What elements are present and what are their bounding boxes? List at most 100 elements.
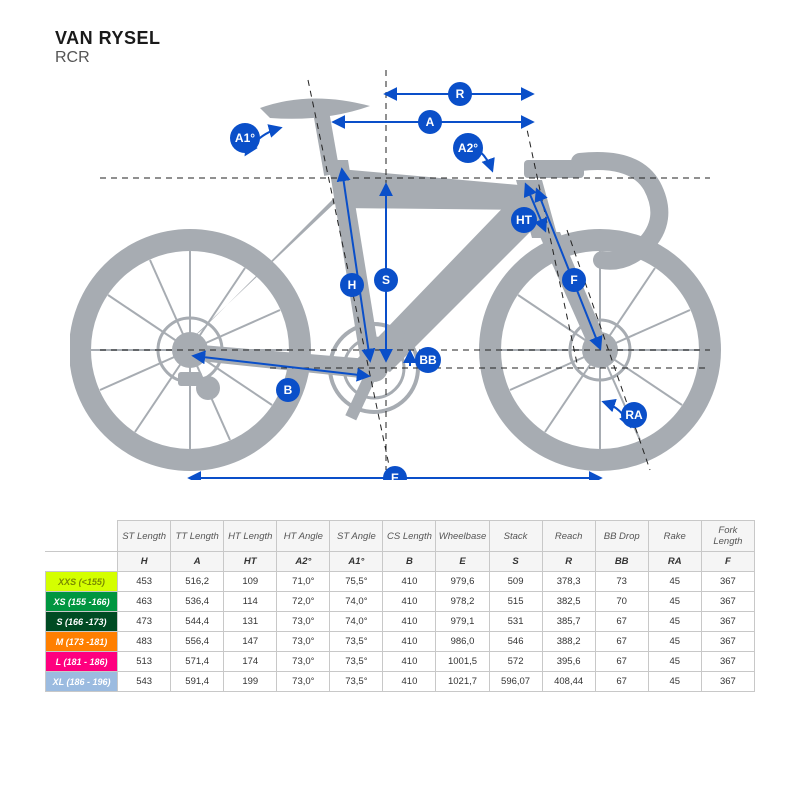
geo-cell: 453: [118, 572, 171, 592]
geo-cell: 410: [383, 652, 436, 672]
col-symbol: A2°: [277, 552, 330, 572]
svg-text:A1°: A1°: [235, 131, 255, 145]
table-row: XS (155 -166)463536,411472,0°74,0°410978…: [46, 592, 755, 612]
col-symbol: H: [118, 552, 171, 572]
geo-cell: 979,1: [436, 612, 489, 632]
col-header: CS Length: [383, 521, 436, 552]
col-header: ST Angle: [330, 521, 383, 552]
size-label: XL (186 - 196): [46, 672, 118, 692]
col-header: BB Drop: [595, 521, 648, 552]
col-symbol: HT: [224, 552, 277, 572]
geo-cell: 71,0°: [277, 572, 330, 592]
svg-text:R: R: [456, 87, 465, 101]
geo-cell: 1021,7: [436, 672, 489, 692]
geo-cell: 67: [595, 672, 648, 692]
geo-cell: 45: [648, 672, 701, 692]
geo-cell: 979,6: [436, 572, 489, 592]
svg-text:RA: RA: [625, 408, 643, 422]
geo-cell: 70: [595, 592, 648, 612]
geo-cell: 67: [595, 652, 648, 672]
geo-cell: 378,3: [542, 572, 595, 592]
geo-cell: 536,4: [171, 592, 224, 612]
geo-cell: 199: [224, 672, 277, 692]
geo-cell: 73,0°: [277, 672, 330, 692]
geo-cell: 74,0°: [330, 592, 383, 612]
col-symbol: BB: [595, 552, 648, 572]
col-header: TT Length: [171, 521, 224, 552]
geo-cell: 45: [648, 592, 701, 612]
geo-cell: 45: [648, 572, 701, 592]
geo-cell: 73,0°: [277, 652, 330, 672]
geo-cell: 67: [595, 632, 648, 652]
svg-text:A2°: A2°: [458, 141, 478, 155]
geo-cell: 114: [224, 592, 277, 612]
geo-cell: 388,2: [542, 632, 595, 652]
svg-text:A: A: [426, 115, 435, 129]
col-header: Reach: [542, 521, 595, 552]
geo-cell: 515: [489, 592, 542, 612]
geo-cell: 410: [383, 572, 436, 592]
col-symbol: S: [489, 552, 542, 572]
geo-cell: 410: [383, 612, 436, 632]
geo-cell: 596,07: [489, 672, 542, 692]
geo-cell: 546: [489, 632, 542, 652]
size-label: XS (155 -166): [46, 592, 118, 612]
geo-cell: 382,5: [542, 592, 595, 612]
col-header: HT Length: [224, 521, 277, 552]
table-row: S (166 -173)473544,413173,0°74,0°410979,…: [46, 612, 755, 632]
col-header: Stack: [489, 521, 542, 552]
geo-cell: 45: [648, 632, 701, 652]
geo-cell: 174: [224, 652, 277, 672]
geo-cell: 109: [224, 572, 277, 592]
geo-cell: 513: [118, 652, 171, 672]
size-label: XXS (<155): [46, 572, 118, 592]
col-symbol: A: [171, 552, 224, 572]
svg-text:H: H: [348, 278, 357, 292]
geo-cell: 591,4: [171, 672, 224, 692]
geo-cell: 367: [701, 672, 754, 692]
geo-cell: 45: [648, 612, 701, 632]
svg-text:F: F: [570, 273, 577, 287]
dim-A2: A2°: [453, 133, 483, 163]
geo-cell: 73: [595, 572, 648, 592]
geo-cell: 73,5°: [330, 632, 383, 652]
geo-cell: 395,6: [542, 652, 595, 672]
col-header: HT Angle: [277, 521, 330, 552]
geo-cell: 978,2: [436, 592, 489, 612]
geo-cell: 1001,5: [436, 652, 489, 672]
geo-cell: 367: [701, 572, 754, 592]
svg-text:E: E: [391, 471, 399, 480]
geo-cell: 473: [118, 612, 171, 632]
geo-cell: 463: [118, 592, 171, 612]
col-header: Fork Length: [701, 521, 754, 552]
geo-cell: 147: [224, 632, 277, 652]
dim-S: S: [374, 268, 398, 292]
geometry-diagram: R A A1° A2° HT S H F B BB E RA: [70, 60, 730, 480]
dim-HT: HT: [511, 207, 537, 233]
geo-cell: 556,4: [171, 632, 224, 652]
geo-cell: 367: [701, 632, 754, 652]
table-row: XL (186 - 196)543591,419973,0°73,5°41010…: [46, 672, 755, 692]
geo-cell: 73,5°: [330, 672, 383, 692]
size-label: L (181 - 186): [46, 652, 118, 672]
geo-cell: 509: [489, 572, 542, 592]
dim-RA: RA: [621, 402, 647, 428]
geo-cell: 73,0°: [277, 632, 330, 652]
dim-B: B: [276, 378, 300, 402]
col-symbol: R: [542, 552, 595, 572]
svg-text:BB: BB: [419, 353, 437, 367]
geometry-table: ST LengthTT LengthHT LengthHT AngleST An…: [45, 520, 755, 692]
dim-F: F: [562, 268, 586, 292]
table-row: M (173 -181)483556,414773,0°73,5°410986,…: [46, 632, 755, 652]
geo-cell: 74,0°: [330, 612, 383, 632]
dim-E: E: [383, 466, 407, 480]
dim-A: A: [418, 110, 442, 134]
col-symbol: F: [701, 552, 754, 572]
col-header: ST Length: [118, 521, 171, 552]
geo-cell: 571,4: [171, 652, 224, 672]
geo-cell: 72,0°: [277, 592, 330, 612]
geo-cell: 410: [383, 592, 436, 612]
geo-cell: 385,7: [542, 612, 595, 632]
geo-cell: 75,5°: [330, 572, 383, 592]
geo-cell: 543: [118, 672, 171, 692]
